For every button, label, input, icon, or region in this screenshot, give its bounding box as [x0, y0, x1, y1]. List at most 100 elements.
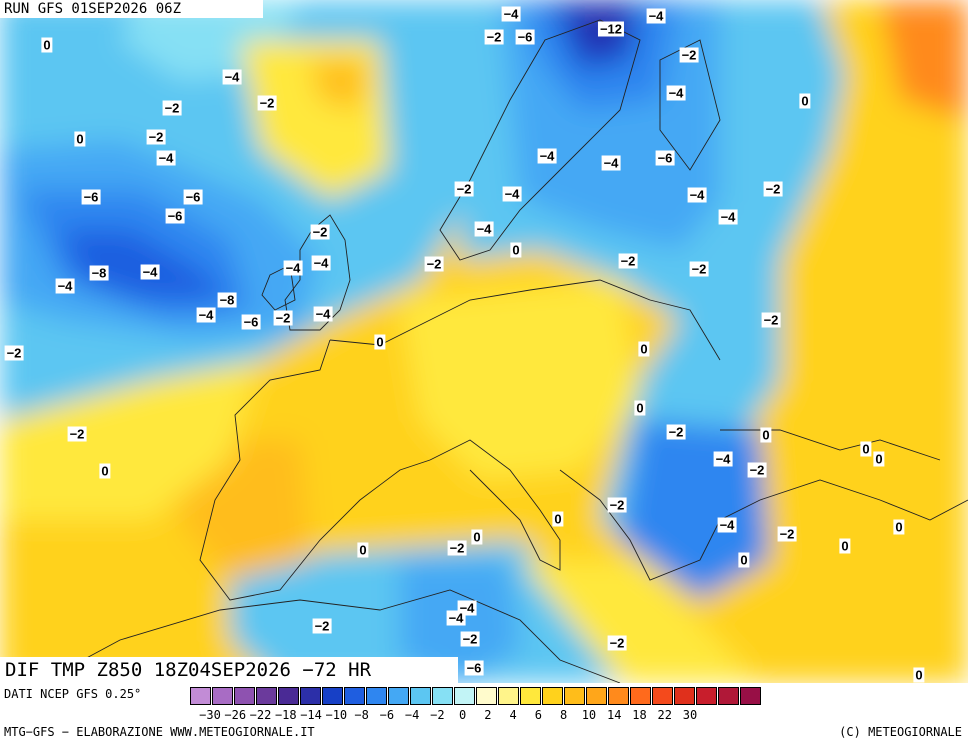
contour-label: −4: [601, 155, 621, 171]
legend-swatch: [652, 687, 673, 705]
color-legend: [190, 687, 762, 705]
contour-label: 0: [357, 542, 369, 558]
contour-label: −2: [310, 224, 330, 240]
legend-tick-label: −14: [300, 708, 322, 722]
black-sea-outline: [720, 429, 941, 461]
legend-swatch: [630, 687, 651, 705]
contour-label: −4: [474, 221, 494, 237]
map-canvas: [0, 0, 968, 683]
contour-label: −4: [501, 6, 521, 22]
contour-label: −2: [454, 181, 474, 197]
legend-tick-label: 2: [484, 708, 492, 722]
contour-label: 0: [893, 519, 905, 535]
contour-label: 0: [99, 463, 111, 479]
product-label: DIF TMP Z850 18Z04SEP2026 −72 HR: [0, 657, 458, 683]
contour-label: −6: [655, 150, 675, 166]
contour-label: −6: [81, 189, 101, 205]
contour-label: −2: [689, 261, 709, 277]
legend-tick-label: −8: [354, 708, 369, 722]
contour-label: −8: [217, 292, 237, 308]
legend-tick-label: 0: [459, 708, 467, 722]
legend-swatch: [300, 687, 321, 705]
contour-label: −2: [607, 497, 627, 513]
anomaly-field: [0, 0, 968, 683]
contour-label: −2: [424, 256, 444, 272]
contour-label: 0: [638, 341, 650, 357]
temperature-anomaly-map: 0 −4 −2 −2 −2 0 −4 −6 −6 −6 −2 −4 −4 −8 −4 −4 −2 −8 −4 −6 −2…: [0, 0, 968, 683]
legend-tick-label: 22: [657, 708, 672, 722]
legend-tick-label: −4: [404, 708, 420, 722]
legend-tick-label: 6: [534, 708, 543, 722]
legend-swatch: [388, 687, 409, 705]
legend-tick-label: −6: [379, 708, 395, 722]
contour-label: −4: [222, 69, 242, 85]
legend-tick-label: −22: [249, 708, 272, 722]
legend-swatch: [696, 687, 717, 705]
legend-ticks: −30 −26 −22 −18 −14 −10 −8 −6 −4 −2 0 2 4 6 8 10 14 18 22 3…: [190, 708, 968, 724]
contour-label: −2: [763, 181, 783, 197]
legend-swatch: [322, 687, 343, 705]
contour-label: −2: [257, 95, 277, 111]
contour-label: −2: [679, 47, 699, 63]
contour-label: −6: [241, 314, 261, 330]
contour-label: −2: [146, 129, 166, 145]
iberia-france-outline: [199, 339, 431, 601]
north-coast-outline: [329, 279, 721, 361]
contour-label: 0: [74, 131, 86, 147]
contour-label: −2: [618, 253, 638, 269]
run-label: RUN GFS 01SEP2026 06Z: [0, 0, 263, 18]
finland-outline: [659, 39, 721, 171]
contour-label: −4: [687, 187, 707, 203]
legend-swatch: [454, 687, 475, 705]
legend-tick-label: 8: [560, 708, 568, 722]
contour-label: 0: [913, 667, 925, 683]
contour-label: −2: [747, 462, 767, 478]
legend-swatch: [234, 687, 255, 705]
contour-label: −2: [312, 618, 332, 634]
contour-label: −2: [67, 426, 87, 442]
legend-tick-label: 4: [509, 708, 517, 722]
legend-tick-label: −10: [325, 708, 348, 722]
contour-label: 0: [760, 427, 772, 443]
contour-label: 0: [799, 93, 811, 109]
legend-swatch: [586, 687, 607, 705]
legend-tick-label: −2: [430, 708, 445, 722]
contour-label: −2: [777, 526, 797, 542]
legend-swatch: [410, 687, 431, 705]
legend-swatch: [520, 687, 541, 705]
contour-label: −4: [717, 517, 737, 533]
italy-outline: [429, 439, 561, 571]
contour-label: −6: [183, 189, 203, 205]
legend-swatch: [542, 687, 563, 705]
legend-tick-label: 14: [606, 708, 622, 722]
contour-label: 0: [634, 400, 646, 416]
legend-tick-label: 30: [682, 708, 698, 722]
contour-label: −4: [311, 255, 331, 271]
legend-swatch: [212, 687, 233, 705]
legend-swatch: [674, 687, 695, 705]
legend-tick-label: −26: [224, 708, 247, 722]
legend-swatch: [344, 687, 365, 705]
legend-swatch: [718, 687, 739, 705]
contour-label: 0: [860, 441, 872, 457]
legend-swatch: [498, 687, 519, 705]
contour-label: −12: [597, 21, 625, 37]
site-credit: MTG−GFS − ELABORAZIONE WWW.METEOGIORNALE…: [4, 725, 315, 739]
contour-label: −4: [718, 209, 738, 225]
contour-label: −2: [666, 424, 686, 440]
contour-label: −8: [89, 265, 109, 281]
legend-swatch: [256, 687, 277, 705]
legend-swatch: [608, 687, 629, 705]
contour-label: −2: [273, 310, 293, 326]
contour-label: −4: [666, 85, 686, 101]
contour-label: 0: [41, 37, 53, 53]
legend-swatch: [366, 687, 387, 705]
contour-label: −4: [313, 306, 333, 322]
data-credit: DATI NCEP GFS 0.25°: [4, 687, 142, 701]
contour-label: −2: [460, 631, 480, 647]
contour-label: 0: [873, 451, 885, 467]
contour-label: −2: [4, 345, 24, 361]
legend-swatch: [190, 687, 211, 705]
contour-label: −6: [464, 660, 484, 676]
contour-label: −2: [607, 635, 627, 651]
